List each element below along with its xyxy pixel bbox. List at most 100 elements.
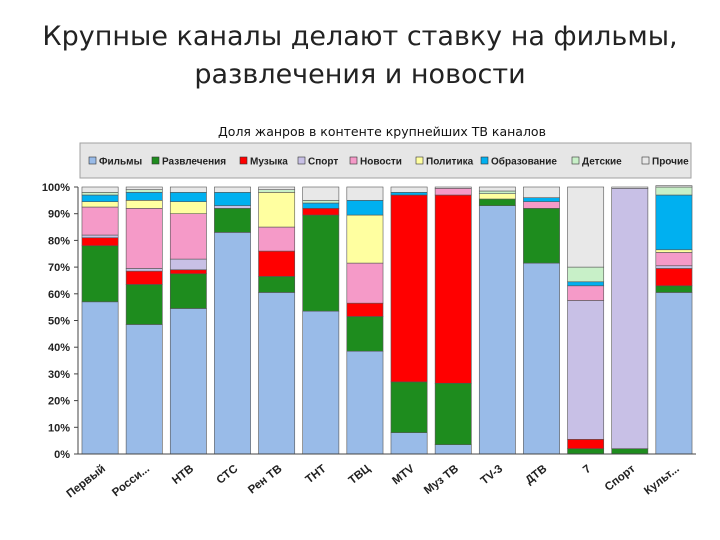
bar-segment-развлечения <box>302 214 340 312</box>
legend-swatch <box>88 156 97 165</box>
legend-swatch <box>480 156 489 165</box>
bar-segment-новости <box>81 206 119 236</box>
bar-segment-музыка <box>81 237 119 247</box>
bar-segment-музыка <box>302 208 340 216</box>
chart-legend: Фильмы Развлечения Музыка Спорт Новости Полит… <box>88 156 689 168</box>
bar-segment-фильмы <box>169 308 207 455</box>
bar-segment-развлечения <box>258 276 296 293</box>
y-tick-label: 90% <box>48 209 70 221</box>
bar-segment-образование <box>390 192 428 196</box>
bar-segment-спорт <box>214 205 251 209</box>
y-tick-label: 50% <box>48 316 70 328</box>
y-tick-label: 70% <box>48 262 70 274</box>
y-tick-label: 10% <box>48 422 70 434</box>
y-axis: 0% 10% 20% 30% 40% 50% 60% 70% 80% 90% 100% <box>42 182 79 461</box>
legend-label: Прочие <box>652 157 689 168</box>
bar-segment-политика <box>125 200 163 209</box>
legend-label: Музыка <box>250 157 288 168</box>
bar-segment-развлечения <box>478 198 516 206</box>
bar-segment-детские <box>125 189 163 193</box>
bar-segment-развлечения <box>390 381 428 433</box>
bar-segment-новости <box>567 285 605 301</box>
legend-swatch <box>415 156 424 165</box>
bar-segment-прочие <box>214 186 251 193</box>
bar-segment-прочие <box>169 186 207 193</box>
bar-segment-спорт <box>655 265 693 269</box>
bar-segment-образование <box>81 194 119 202</box>
y-tick-label: 40% <box>48 342 70 354</box>
bar-segment-фильмы <box>390 432 428 455</box>
x-tick-label: ДТВ <box>523 463 549 487</box>
bar-segment-фильмы <box>302 310 340 455</box>
bar-segment-новости <box>523 201 560 209</box>
bar-segment-образование <box>302 202 340 209</box>
y-tick-label: 100% <box>42 182 70 194</box>
legend-label: Детские <box>582 157 622 168</box>
x-tick-label: Рен ТВ <box>246 463 284 497</box>
x-tick-label: ТНТ <box>304 463 329 486</box>
bar-segment-фильмы <box>434 444 472 455</box>
legend-entry-политика: Политика <box>415 156 474 168</box>
bar-segment-музыка <box>655 268 693 287</box>
legend-label: Политика <box>426 157 474 168</box>
chart-title: Доля жанров в контенте крупнейших ТВ кан… <box>218 124 546 139</box>
x-tick-label: 7 <box>581 463 593 476</box>
legend-label: Фильмы <box>99 157 142 168</box>
bar-segment-музыка <box>346 302 384 317</box>
bar-segment-образование <box>523 197 560 202</box>
bar-segment-прочие <box>567 186 605 268</box>
bar-segment-прочие <box>434 186 472 189</box>
bar-segment-детские <box>655 186 693 196</box>
bar-segment-развлечения <box>655 285 693 293</box>
bar-segment-новости <box>258 226 296 252</box>
bar-segment-фильмы <box>125 324 163 455</box>
bar-segment-детские <box>81 192 119 196</box>
y-tick-label: 60% <box>48 289 70 301</box>
slide-title-line-1: Крупные каналы делают ставку на фильмы, <box>42 21 678 52</box>
bar-segment-музыка <box>169 269 207 275</box>
bar-segment-развлечения <box>611 448 649 455</box>
legend-label: Развлечения <box>162 157 226 168</box>
legend-swatch <box>239 156 248 165</box>
bar-segment-развлечения <box>81 245 119 303</box>
legend-entry-музыка: Музыка <box>239 156 288 168</box>
legend-swatch <box>151 156 160 165</box>
legend-entry-детские: Детские <box>571 157 622 168</box>
legend-entry-образование: Образование <box>480 156 557 168</box>
y-tick-label: 20% <box>48 396 70 408</box>
legend-entry-спорт: Спорт <box>297 157 338 168</box>
x-tick-label: Культ... <box>642 463 682 498</box>
bar-segment-фильмы <box>346 350 384 455</box>
bar-segment-образование <box>346 200 384 216</box>
x-tick-label: ТV-3 <box>479 463 506 487</box>
legend-label: Новости <box>360 157 402 168</box>
bar-segment-фильмы <box>478 205 516 455</box>
bar-segment-развлечения <box>169 273 207 309</box>
x-axis: Первый Росси... НТВ СТС Рен ТВ ТНТ ТВЦ MTV Муз Т… <box>65 453 696 500</box>
bar-segment-развлечения <box>567 448 605 455</box>
bar-segment-музыка <box>390 194 428 383</box>
bar-segment-спорт <box>81 234 119 239</box>
bar-segment-прочие <box>478 186 516 192</box>
bar-segment-фильмы <box>523 262 560 455</box>
legend-entry-фильмы: Фильмы <box>88 156 142 168</box>
bar-segment-развлечения <box>523 208 560 264</box>
y-tick-label: 0% <box>54 449 70 461</box>
bar-segment-новости <box>434 188 472 196</box>
bar-segment-прочие <box>81 186 119 193</box>
x-tick-label: Муз ТВ <box>422 463 461 497</box>
bar-segment-прочие <box>125 186 163 190</box>
x-tick-label: Росси... <box>110 463 152 499</box>
bar-segment-детские <box>478 190 516 194</box>
bar-segment-музыка <box>434 194 472 384</box>
legend-label: Спорт <box>308 157 338 168</box>
bar-segment-спорт <box>611 188 649 449</box>
x-tick-label: НТВ <box>170 463 196 487</box>
legend-entry-развлечения: Развлечения <box>151 156 226 168</box>
bar-segment-образование <box>567 281 605 287</box>
bar-segment-новости <box>346 262 384 304</box>
legend-entry-прочие: Прочие <box>641 157 689 168</box>
bar-segment-образование <box>125 192 163 201</box>
bar-segment-политика <box>655 249 693 253</box>
